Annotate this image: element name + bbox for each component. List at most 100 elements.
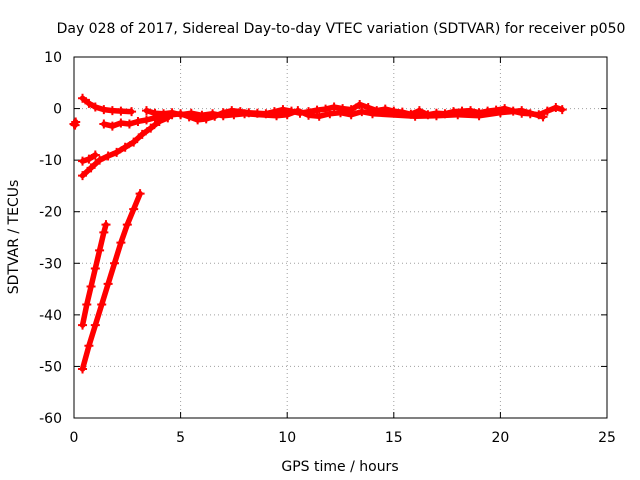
- data-point: [218, 111, 228, 121]
- data-point: [95, 245, 105, 255]
- x-axis-label: GPS time / hours: [281, 459, 398, 475]
- series-segment: [124, 206, 137, 228]
- data-point: [129, 204, 139, 214]
- data-point: [208, 109, 218, 119]
- series-segment: [79, 343, 92, 372]
- y-tick-label: 10: [44, 50, 62, 66]
- data-point: [78, 364, 88, 374]
- series-segment: [518, 107, 546, 120]
- data-point: [495, 108, 505, 118]
- data-point: [97, 300, 107, 310]
- data-point: [112, 147, 122, 157]
- data-point: [101, 220, 111, 230]
- data-point: [167, 108, 177, 118]
- data-point: [124, 119, 134, 129]
- x-tick-label: 15: [385, 430, 403, 446]
- data-point: [84, 341, 94, 351]
- series-segment: [369, 110, 418, 120]
- series-main-band-upper: [141, 106, 548, 122]
- data-point: [133, 116, 143, 126]
- data-point: [71, 117, 81, 127]
- data-point: [410, 111, 420, 121]
- series-segment: [86, 322, 99, 349]
- data-point: [78, 171, 88, 181]
- data-point: [542, 106, 552, 116]
- data-point: [141, 106, 151, 116]
- data-point: [325, 109, 335, 119]
- data-point: [517, 106, 527, 116]
- data-point: [99, 227, 109, 237]
- data-point: [176, 110, 186, 120]
- x-tick-label: 5: [176, 430, 185, 446]
- data-point: [78, 93, 88, 103]
- series-segment: [111, 239, 124, 267]
- data-point: [431, 111, 441, 121]
- data-point: [150, 108, 160, 118]
- data-point: [336, 108, 345, 118]
- y-tick-label: -60: [39, 411, 62, 427]
- data-point: [474, 111, 484, 121]
- data-point: [82, 300, 92, 310]
- data-point: [84, 154, 94, 164]
- data-point: [557, 105, 567, 115]
- data-point: [103, 151, 113, 161]
- y-axis-label: SDTVAR / TECUs: [6, 180, 22, 295]
- x-tick-label: 20: [491, 430, 509, 446]
- data-point: [229, 110, 239, 120]
- data-point: [135, 189, 145, 199]
- data-point: [99, 119, 109, 129]
- data-point: [116, 238, 126, 248]
- series-segment: [130, 190, 143, 212]
- data-point: [122, 220, 132, 230]
- data-point: [186, 108, 196, 118]
- series-segment: [118, 221, 131, 246]
- data-point: [357, 107, 367, 117]
- data-point: [159, 109, 169, 119]
- data-point: [538, 112, 548, 122]
- data-point: [86, 281, 96, 291]
- data-point: [355, 99, 365, 109]
- data-point: [272, 111, 282, 121]
- data-point: [312, 105, 322, 115]
- y-tick-label: -10: [39, 153, 62, 169]
- data-point: [367, 109, 377, 119]
- data-point: [116, 106, 126, 116]
- data-point: [103, 279, 113, 289]
- data-point: [95, 155, 105, 165]
- series-segment: [105, 260, 118, 287]
- series-steep-track-a: [78, 220, 111, 330]
- y-tick-label: -50: [39, 359, 62, 375]
- data-point: [141, 115, 151, 125]
- tick-layer: 0 5 10 15 20 25 10 0 -10 -20 -30 -40 -50 -60: [39, 50, 616, 446]
- x-tick-label: 10: [278, 430, 296, 446]
- data-point: [293, 106, 303, 116]
- data-point: [107, 121, 117, 131]
- data-point: [346, 110, 356, 120]
- data-point: [551, 103, 561, 113]
- data-point: [129, 137, 139, 147]
- data-point: [107, 106, 117, 116]
- data-point: [78, 156, 88, 166]
- data-point: [86, 163, 96, 173]
- marker-layer: [69, 93, 567, 374]
- data-point: [304, 110, 314, 120]
- data-point: [90, 320, 100, 330]
- data-point: [120, 142, 130, 152]
- data-point: [329, 102, 339, 112]
- data-point: [90, 150, 100, 160]
- data-point: [453, 110, 463, 120]
- series-segment: [92, 301, 105, 328]
- series-segment: [241, 110, 280, 119]
- y-tick-label: -30: [39, 256, 62, 272]
- data-point: [110, 258, 120, 268]
- data-point: [90, 263, 100, 273]
- data-point: [116, 118, 126, 128]
- y-tick-label: 0: [53, 102, 62, 118]
- data-point: [127, 107, 137, 117]
- data-point: [99, 105, 109, 115]
- data-point: [84, 98, 94, 108]
- series-decaying-track-e: [78, 93, 137, 117]
- series-steep-track-b: [78, 189, 145, 374]
- series-segment: [98, 281, 111, 308]
